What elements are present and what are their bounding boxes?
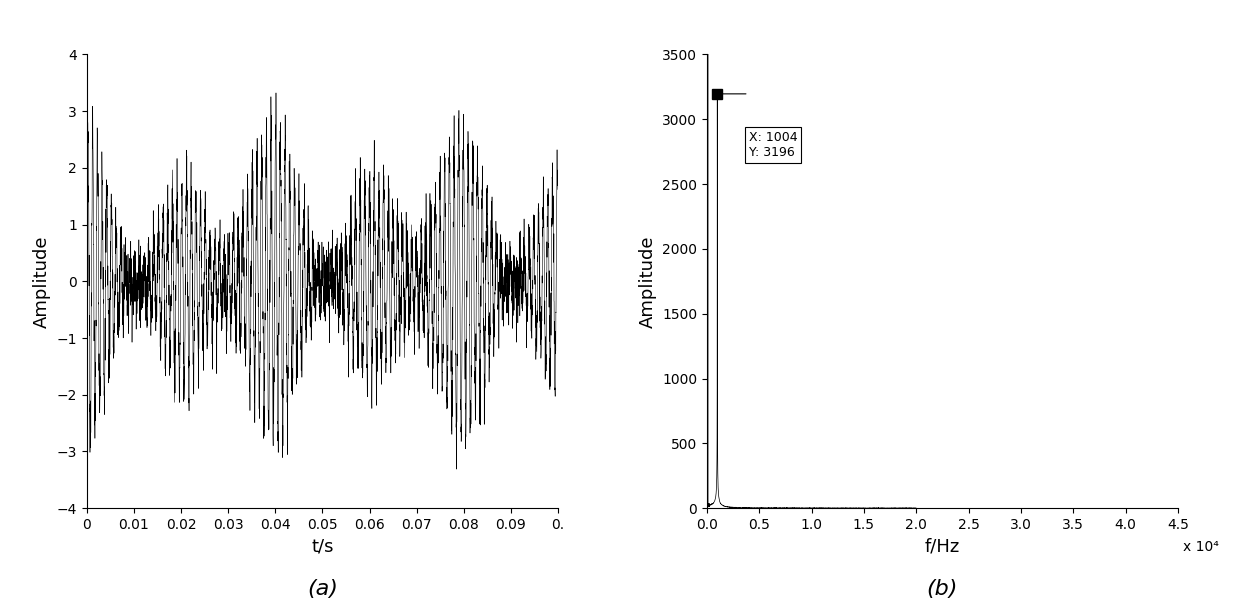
Text: X: 1004
Y: 3196: X: 1004 Y: 3196 — [749, 131, 797, 159]
Text: (a): (a) — [308, 579, 337, 599]
Text: x 10⁴: x 10⁴ — [1183, 540, 1219, 554]
X-axis label: t/s: t/s — [311, 537, 334, 555]
X-axis label: f/Hz: f/Hz — [925, 537, 960, 555]
Text: (b): (b) — [926, 579, 959, 599]
Y-axis label: Amplitude: Amplitude — [33, 235, 51, 327]
Y-axis label: Amplitude: Amplitude — [639, 235, 656, 327]
